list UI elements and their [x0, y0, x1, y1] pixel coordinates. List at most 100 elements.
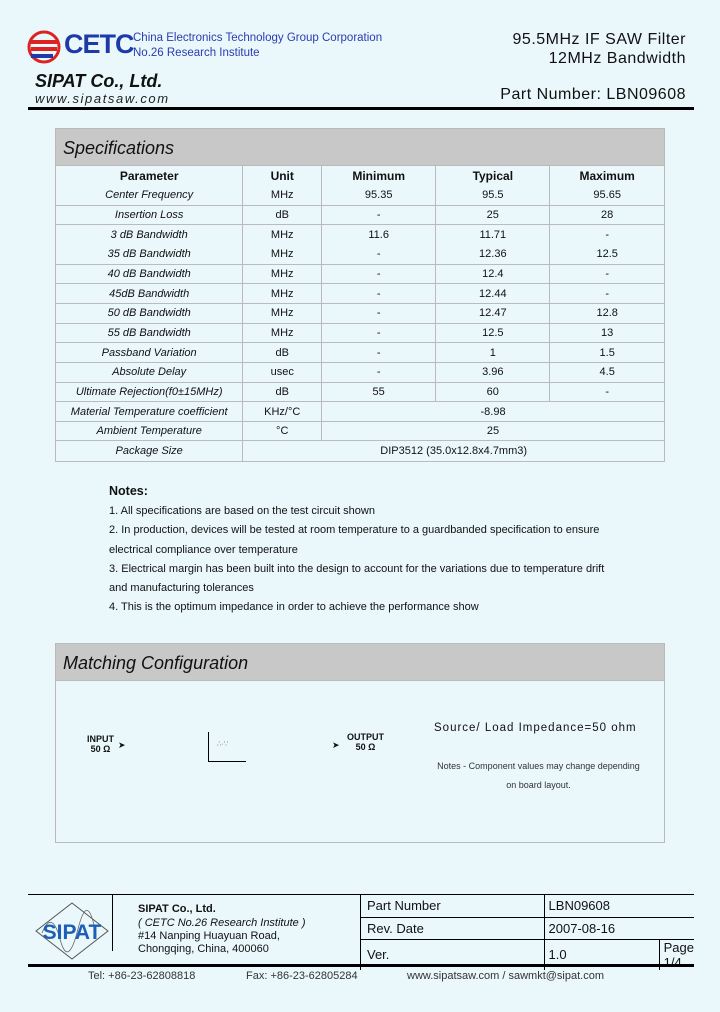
part-number-value: LBN09608 — [543, 895, 694, 918]
table-cell: 3 dB Bandwidth — [110, 228, 188, 241]
table-row: Passband Variation dB -1 1.5 — [56, 342, 664, 363]
table-row: Center Frequency MHz 95.35 95.5 95.65 — [56, 185, 664, 206]
table-row: Ambient Temperature °C 25 — [56, 421, 664, 442]
table-cell: 1.5 — [549, 342, 664, 363]
table-row: 45dB Bandwidth MHz -12.44- — [56, 283, 664, 304]
table-cell: MHz — [242, 283, 322, 304]
table-cell: - — [321, 323, 436, 344]
table-cell: 12.5 — [435, 323, 550, 344]
specifications-table: Parameter Unit Minimum Typical Maximum Center… — [56, 166, 664, 461]
table-cell: - — [321, 303, 436, 324]
footer-tel: Tel: +86-23-62808818 — [88, 970, 196, 982]
table-cell: - — [549, 224, 664, 245]
input-label: INPUT — [87, 734, 114, 744]
note-line: 3. Electrical margin has been built into… — [109, 562, 605, 575]
table-cell: dB — [242, 382, 322, 403]
note-line: electrical compliance over temperature — [109, 543, 298, 556]
table-cell: 55 — [321, 382, 436, 403]
sipat-logo-icon: SIPAT — [35, 902, 109, 960]
table-cell: 25 — [321, 421, 664, 442]
rev-date-label: Rev. Date — [360, 917, 545, 940]
notes-title: Notes: — [109, 484, 148, 498]
table-row: Insertion Loss dB -25 28 — [56, 205, 664, 226]
table-cell: 35 dB Bandwidth — [56, 244, 243, 265]
table-cell: 60 — [435, 382, 550, 403]
table-cell: 95.5 — [435, 185, 550, 206]
website-link[interactable]: www.sipatsaw.com — [35, 91, 170, 106]
table-cell: MHz — [242, 185, 322, 206]
table-cell: 12.47 — [435, 303, 550, 324]
divider — [28, 964, 694, 967]
table-cell: - — [321, 362, 436, 383]
table-cell: 25 — [435, 205, 550, 226]
product-subtitle: 12MHz Bandwidth — [548, 50, 686, 67]
footer-fax: Fax: +86-23-62805284 — [246, 970, 358, 982]
column-header: Parameter — [119, 168, 179, 183]
table-cell: 3.96 — [435, 362, 550, 383]
table-cell: Ultimate Rejection(f0±15MHz) — [56, 382, 243, 403]
input-impedance: 50 Ω — [90, 744, 111, 754]
table-cell: 45dB Bandwidth — [56, 283, 243, 304]
column-header: Maximum — [549, 166, 664, 186]
table-row: Material Temperature coefficient KHz/°C -8… — [56, 401, 664, 422]
table-cell: 12.8 — [549, 303, 664, 324]
institute-name: No.26 Research Institute — [133, 47, 260, 59]
table-cell: 1 — [435, 342, 550, 363]
table-cell: Material Temperature coefficient — [56, 401, 243, 422]
part-number: Part Number: LBN09608 — [500, 86, 686, 103]
impedance-text: Source/ Load Impedance=50 ohm — [434, 722, 637, 734]
table-cell: °C — [242, 421, 322, 442]
note-line: 4. This is the optimum impedance in orde… — [109, 601, 479, 614]
table-cell: usec — [242, 362, 322, 383]
column-header: Typical — [435, 166, 550, 186]
table-row: 50 dB Bandwidth MHz -12.47 12.8 — [56, 303, 664, 324]
corp-name: China Electronics Technology Group Corpo… — [133, 32, 383, 44]
note-line: and manufacturing tolerances — [109, 582, 254, 595]
footer-web-email[interactable]: www.sipatsaw.com / sawmkt@sipat.com — [407, 970, 604, 982]
table-cell: MHz — [242, 244, 322, 265]
table-cell: dB — [242, 342, 322, 363]
arrow-right-icon: ➤ — [118, 740, 126, 750]
table-cell: dB — [242, 205, 322, 226]
cetc-logo-text: CETC — [64, 29, 134, 59]
table-header: Parameter Unit Minimum Typical Maximum — [56, 166, 664, 186]
table-cell: 12.5 — [549, 244, 664, 265]
section-title: Specifications — [56, 129, 664, 166]
table-cell: - — [321, 205, 436, 226]
footer-company: SIPAT Co., Ltd. — [138, 903, 216, 915]
footer-address: Chongqing, China, 400060 — [138, 943, 269, 955]
circuit-diagram: ∴·∵ — [208, 732, 246, 762]
table-cell: - — [321, 283, 436, 304]
section-title: Matching Configuration — [56, 644, 664, 681]
table-cell: MHz — [242, 323, 322, 344]
column-header: Unit — [242, 166, 322, 186]
table-cell: - — [549, 283, 664, 304]
table-cell: 55 dB Bandwidth — [56, 323, 243, 344]
table-row: 35 dB Bandwidth MHz -12.36 12.5 — [56, 244, 664, 265]
footer-block: SIPAT SIPAT Co., Ltd. ( CETC No.26 Resea… — [28, 894, 694, 970]
table-cell: -8.98 — [321, 401, 664, 422]
table-cell: MHz — [242, 303, 322, 324]
note-line: 2. In production, devices will be tested… — [109, 524, 600, 537]
table-cell: - — [321, 342, 436, 363]
table-cell: 4.5 — [549, 362, 664, 383]
table-cell: 95.35 — [321, 185, 436, 206]
specifications-section: Specifications Parameter Unit Minimum Typic… — [55, 128, 665, 462]
product-title: 95.5MHz IF SAW Filter — [512, 31, 686, 48]
note-line: 1. All specifications are based on the t… — [109, 505, 375, 518]
table-cell: 28 — [549, 205, 664, 226]
matching-note: on board layout. — [506, 780, 571, 790]
table-cell: Center Frequency — [56, 185, 243, 206]
table-cell: - — [549, 382, 664, 403]
table-cell: 40 dB Bandwidth — [56, 264, 243, 285]
table-row: Absolute Delay usec -3.96 4.5 — [56, 362, 664, 383]
table-cell: 12.44 — [435, 283, 550, 304]
table-cell: - — [321, 244, 436, 265]
part-number-label: Part Number — [360, 895, 545, 918]
table-row: 40 dB Bandwidth MHz -12.4- — [56, 264, 664, 285]
rev-date-value: 2007-08-16 — [543, 917, 694, 940]
footer-address: #14 Nanping Huayuan Road, — [138, 930, 280, 942]
table-cell: Insertion Loss — [56, 205, 243, 226]
matching-section: Matching Configuration INPUT 50 Ω ➤ ∴·∵ … — [55, 643, 665, 843]
table-cell: Package Size — [115, 445, 183, 458]
